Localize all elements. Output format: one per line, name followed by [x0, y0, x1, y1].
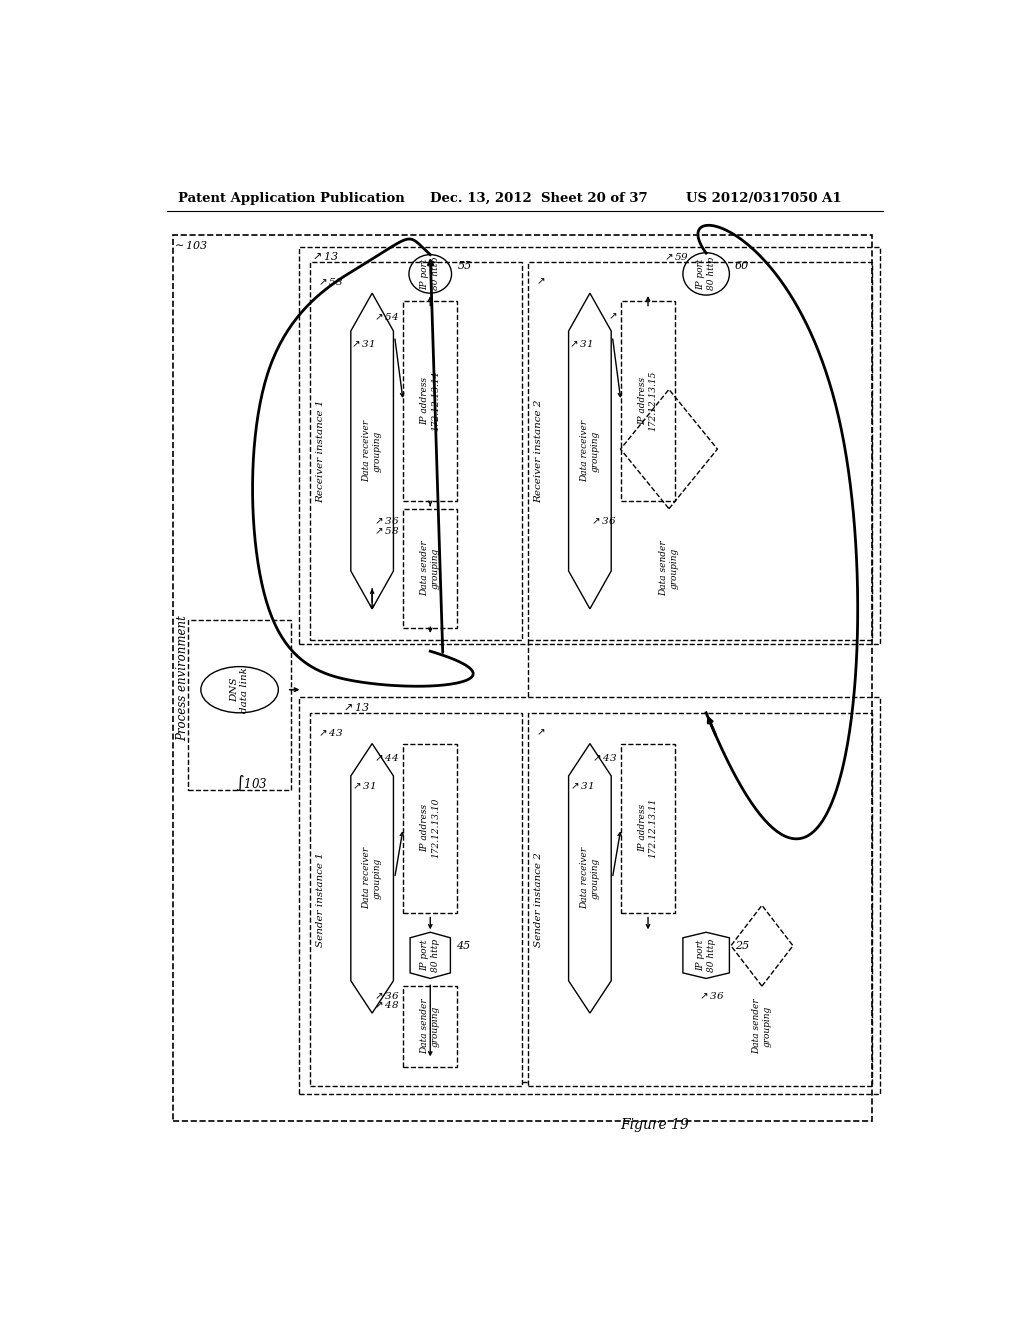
Text: IP address
172.12.13.11: IP address 172.12.13.11: [638, 799, 657, 858]
Text: Data receiver
grouping: Data receiver grouping: [362, 847, 382, 909]
Text: $\nearrow$36: $\nearrow$36: [372, 515, 399, 525]
Polygon shape: [568, 743, 611, 1014]
Text: IP port
80 http: IP port 80 http: [696, 257, 716, 290]
Text: $\nearrow$31: $\nearrow$31: [566, 338, 593, 348]
Text: $\nearrow$31: $\nearrow$31: [568, 780, 594, 792]
Text: Sender instance 1: Sender instance 1: [316, 851, 326, 946]
Text: $\nearrow$31: $\nearrow$31: [350, 780, 377, 792]
Text: $\nearrow$43: $\nearrow$43: [590, 752, 617, 763]
Text: Data receiver
grouping: Data receiver grouping: [581, 420, 600, 482]
Text: IP port
80 http: IP port 80 http: [421, 939, 440, 972]
Bar: [188, 620, 291, 789]
Text: $\nearrow$54: $\nearrow$54: [372, 310, 399, 322]
Text: IP port
80 http: IP port 80 http: [421, 257, 440, 290]
Text: $\nearrow$13: $\nearrow$13: [310, 251, 339, 263]
Text: $\sim$103: $\sim$103: [172, 239, 208, 251]
Text: Data receiver
grouping: Data receiver grouping: [581, 847, 600, 909]
Bar: [310, 713, 521, 1086]
Bar: [621, 743, 675, 913]
Text: $\int$103: $\int$103: [234, 774, 267, 793]
Text: 25: 25: [735, 941, 750, 952]
Bar: [403, 301, 458, 502]
Polygon shape: [683, 932, 729, 978]
Text: Sender instance 2: Sender instance 2: [535, 851, 544, 946]
Text: $\nearrow$36: $\nearrow$36: [372, 990, 399, 1001]
Bar: [403, 743, 458, 913]
Text: $\nearrow$36: $\nearrow$36: [697, 990, 725, 1001]
Polygon shape: [568, 293, 611, 609]
Text: Dec. 13, 2012  Sheet 20 of 37: Dec. 13, 2012 Sheet 20 of 37: [430, 191, 648, 205]
Text: IP address
172.12.13.14: IP address 172.12.13.14: [421, 371, 440, 432]
Bar: [621, 301, 675, 502]
Text: $\nearrow$44: $\nearrow$44: [372, 752, 399, 763]
Text: $\nearrow$43: $\nearrow$43: [316, 726, 344, 738]
Bar: [299, 697, 880, 1094]
Text: Data sender
grouping: Data sender grouping: [753, 998, 772, 1053]
Text: DNS
data link: DNS data link: [230, 667, 249, 713]
Text: Process environment: Process environment: [176, 615, 188, 741]
Text: US 2012/0317050 A1: US 2012/0317050 A1: [686, 191, 842, 205]
Bar: [310, 263, 521, 640]
Text: $\nearrow$48: $\nearrow$48: [372, 999, 399, 1010]
Text: 60: 60: [735, 261, 750, 271]
Text: IP port
80 http: IP port 80 http: [696, 939, 716, 972]
Text: $\nearrow$31: $\nearrow$31: [349, 338, 375, 348]
Bar: [528, 713, 872, 1086]
Text: IP address
172.12.13.10: IP address 172.12.13.10: [421, 799, 440, 858]
Text: Data receiver
grouping: Data receiver grouping: [362, 420, 382, 482]
Bar: [403, 508, 458, 628]
Text: Data sender
grouping: Data sender grouping: [659, 540, 679, 595]
Text: 55: 55: [458, 261, 472, 271]
Text: $\nearrow$: $\nearrow$: [535, 727, 546, 737]
Polygon shape: [410, 932, 451, 978]
Text: IP address
172.12.13.15: IP address 172.12.13.15: [638, 371, 657, 432]
Text: $\nearrow$: $\nearrow$: [535, 277, 546, 286]
Text: $\nearrow$53: $\nearrow$53: [316, 276, 344, 288]
Polygon shape: [351, 293, 393, 609]
Text: Data sender
grouping: Data sender grouping: [421, 540, 440, 595]
Text: $\nearrow$58: $\nearrow$58: [372, 525, 399, 536]
Text: Receiver instance 2: Receiver instance 2: [535, 399, 544, 503]
Text: Figure 19: Figure 19: [621, 1118, 689, 1131]
Bar: [173, 235, 872, 1121]
Text: Receiver instance 1: Receiver instance 1: [316, 399, 326, 503]
Polygon shape: [351, 743, 393, 1014]
Bar: [299, 247, 880, 644]
Text: $\nearrow$59: $\nearrow$59: [662, 251, 689, 261]
Text: Data sender
grouping: Data sender grouping: [421, 998, 440, 1053]
Text: 45: 45: [456, 941, 470, 952]
Text: $\nearrow$13: $\nearrow$13: [341, 701, 371, 713]
Text: $\nearrow$36: $\nearrow$36: [590, 515, 617, 525]
Bar: [528, 263, 872, 640]
Text: Patent Application Publication: Patent Application Publication: [178, 191, 406, 205]
Text: $\nearrow$: $\nearrow$: [606, 312, 617, 321]
Bar: [403, 986, 458, 1067]
